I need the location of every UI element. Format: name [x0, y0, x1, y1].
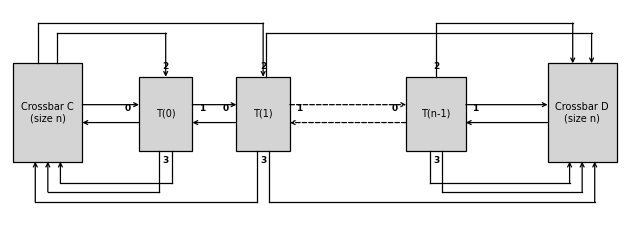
Text: 2: 2: [260, 62, 266, 71]
Text: 0: 0: [125, 104, 131, 112]
Text: 0: 0: [222, 104, 228, 112]
Text: T(0): T(0): [156, 109, 176, 119]
Text: 0: 0: [392, 104, 398, 112]
Text: 3: 3: [433, 156, 439, 165]
Text: T(1): T(1): [253, 109, 273, 119]
Text: T(n-1): T(n-1): [421, 109, 450, 119]
Text: 2: 2: [433, 62, 439, 71]
Text: 1: 1: [472, 104, 478, 112]
Text: 3: 3: [163, 156, 169, 165]
Text: 1: 1: [198, 104, 205, 112]
Bar: [406, 77, 466, 151]
Text: 2: 2: [163, 62, 169, 71]
Bar: [547, 63, 617, 162]
Bar: [139, 77, 192, 151]
Text: 1: 1: [296, 104, 302, 112]
Text: Crossbar C
(size n): Crossbar C (size n): [21, 102, 74, 123]
Bar: [236, 77, 290, 151]
Text: Crossbar D
(size n): Crossbar D (size n): [556, 102, 609, 123]
Text: 3: 3: [260, 156, 266, 165]
Bar: [13, 63, 83, 162]
